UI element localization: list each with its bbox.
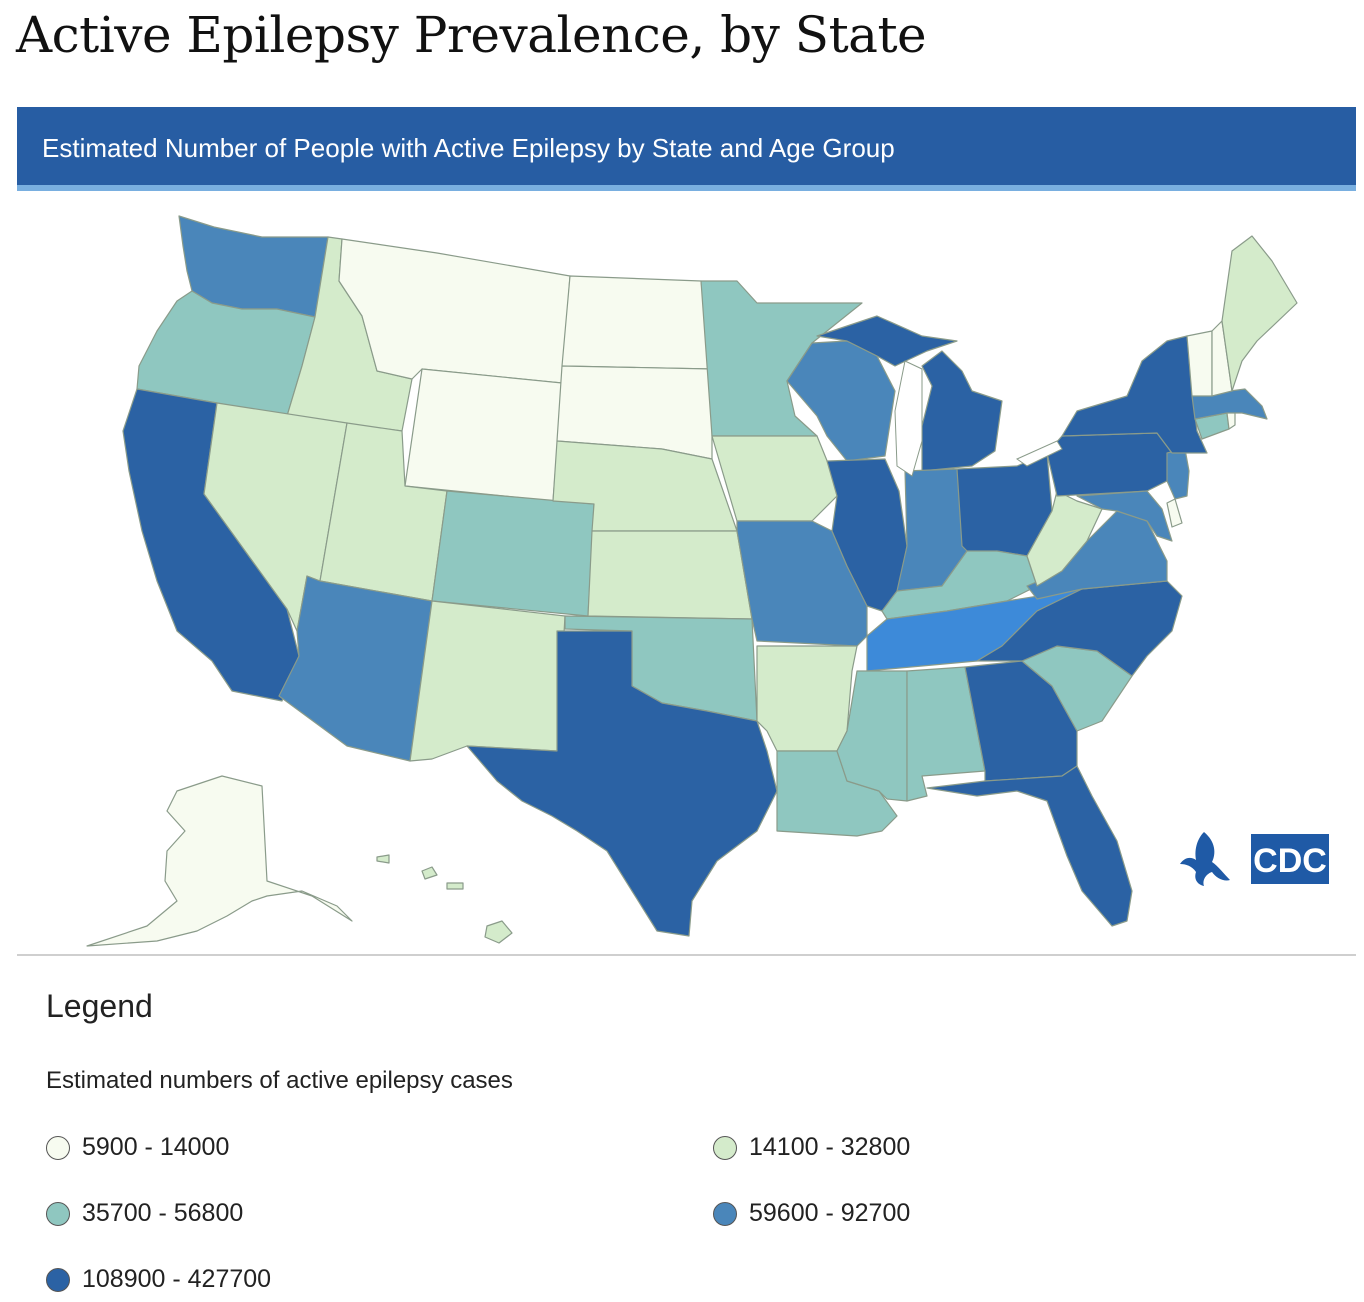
state-wy[interactable]: [404, 368, 563, 502]
legend-item-bin1[interactable]: 5900 - 14000: [46, 1133, 229, 1162]
legend-item-bin3[interactable]: 35700 - 56800: [46, 1199, 243, 1228]
map-header-banner: Estimated Number of People with Active E…: [17, 107, 1356, 191]
legend-label: 35700 - 56800: [82, 1199, 244, 1227]
state-hi[interactable]: [376, 854, 513, 944]
state-pa[interactable]: [1046, 432, 1173, 497]
legend-label: 59600 - 92700: [749, 1199, 911, 1227]
state-wi[interactable]: [786, 340, 896, 462]
state-vt[interactable]: [1186, 330, 1213, 397]
legend-title: Legend: [46, 988, 153, 1024]
state-tx[interactable]: [466, 630, 778, 937]
legend-label: 5900 - 14000: [82, 1133, 230, 1161]
us-state-map: [17, 191, 1356, 953]
state-md[interactable]: [1076, 490, 1173, 542]
legend-swatch: [713, 1135, 737, 1160]
hhs-eagle-icon: [1180, 832, 1230, 886]
lake-michigan: [894, 360, 923, 477]
map-svg: [86, 215, 1298, 947]
state-ak[interactable]: [86, 775, 353, 947]
state-ar[interactable]: [756, 645, 858, 752]
state-nm[interactable]: [409, 600, 566, 762]
legend-item-bin2[interactable]: 14100 - 32800: [713, 1133, 910, 1162]
state-co[interactable]: [431, 490, 595, 617]
state-mt[interactable]: [338, 238, 571, 384]
legend-item-bin5[interactable]: 108900 - 427700: [46, 1265, 271, 1294]
legend-swatch: [713, 1201, 737, 1226]
cdc-logo: CDC: [1176, 828, 1331, 893]
state-de[interactable]: [1166, 498, 1183, 528]
page-title: Active Epilepsy Prevalence, by State: [16, 6, 927, 64]
legend-swatch: [46, 1135, 70, 1160]
legend-item-bin4[interactable]: 59600 - 92700: [713, 1199, 910, 1228]
state-ks[interactable]: [587, 530, 753, 620]
state-nj[interactable]: [1166, 448, 1190, 500]
state-me[interactable]: [1221, 235, 1298, 392]
lake-erie: [1015, 440, 1063, 467]
state-mi[interactable]: [816, 315, 1003, 472]
state-ia[interactable]: [711, 435, 838, 522]
legend-swatch: [46, 1201, 70, 1226]
state-fa[interactable]: [926, 765, 1133, 927]
state-az[interactable]: [278, 575, 433, 762]
cdc-logo-text: CDC: [1253, 842, 1327, 880]
legend-swatch: [46, 1267, 70, 1292]
legend-label: 108900 - 427700: [82, 1265, 272, 1293]
legend-label: 14100 - 32800: [749, 1133, 911, 1161]
divider: [17, 954, 1356, 956]
legend-subtitle: Estimated numbers of active epilepsy cas…: [46, 1067, 513, 1094]
state-ri[interactable]: [1226, 410, 1236, 430]
state-nd[interactable]: [561, 275, 713, 370]
map-header-text: Estimated Number of People with Active E…: [42, 133, 895, 163]
